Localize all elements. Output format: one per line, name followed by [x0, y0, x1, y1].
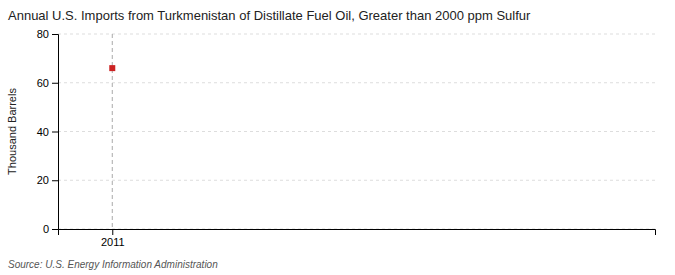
chart-container: 2011 0 20 40 60 80 Annual U.S. Imports from Tu… [0, 0, 675, 275]
y-tick: 60 [37, 77, 58, 89]
y-tick-label: 0 [43, 223, 49, 235]
title: Annual U.S. Imports from Turkmenistan of… [8, 8, 531, 23]
grid-line [58, 131, 655, 132]
grid-line [58, 82, 655, 83]
y-tick-mark [52, 132, 58, 133]
y-tick: 80 [37, 28, 58, 40]
y-tick-label: 40 [37, 126, 49, 138]
x-tick-mark [112, 229, 113, 235]
x-axis: 2011 [59, 229, 656, 248]
marks [109, 34, 115, 229]
y-tick-mark [52, 83, 58, 84]
source-note: Source: U.S. Energy Information Administ… [8, 259, 218, 270]
grid-line [58, 180, 655, 181]
y-tick: 0 [43, 223, 58, 235]
y-axis-title: Thousand Barrels [6, 88, 18, 175]
x-axis-line [59, 230, 656, 236]
point [109, 65, 115, 71]
y-axis-line [52, 35, 59, 230]
y-axis: 0 20 40 60 80 [37, 28, 59, 235]
plot-area: 2011 0 20 40 60 80 [37, 28, 656, 248]
y-tick-label: 80 [37, 28, 49, 40]
y-tick-mark [52, 229, 58, 230]
chart-svg: 2011 0 20 40 60 80 Annual U.S. Imports from Tu… [0, 0, 675, 275]
grid-line [58, 34, 655, 35]
reference-line [112, 34, 113, 229]
y-tick: 40 [37, 126, 58, 138]
y-tick-label: 20 [37, 174, 49, 186]
y-tick-mark [52, 34, 58, 35]
x-tick: 2011 [101, 229, 125, 248]
y-tick-label: 60 [37, 77, 49, 89]
x-tick-label: 2011 [101, 236, 125, 248]
y-tick-mark [52, 180, 58, 181]
y-tick: 20 [37, 174, 58, 186]
grid [58, 34, 655, 229]
